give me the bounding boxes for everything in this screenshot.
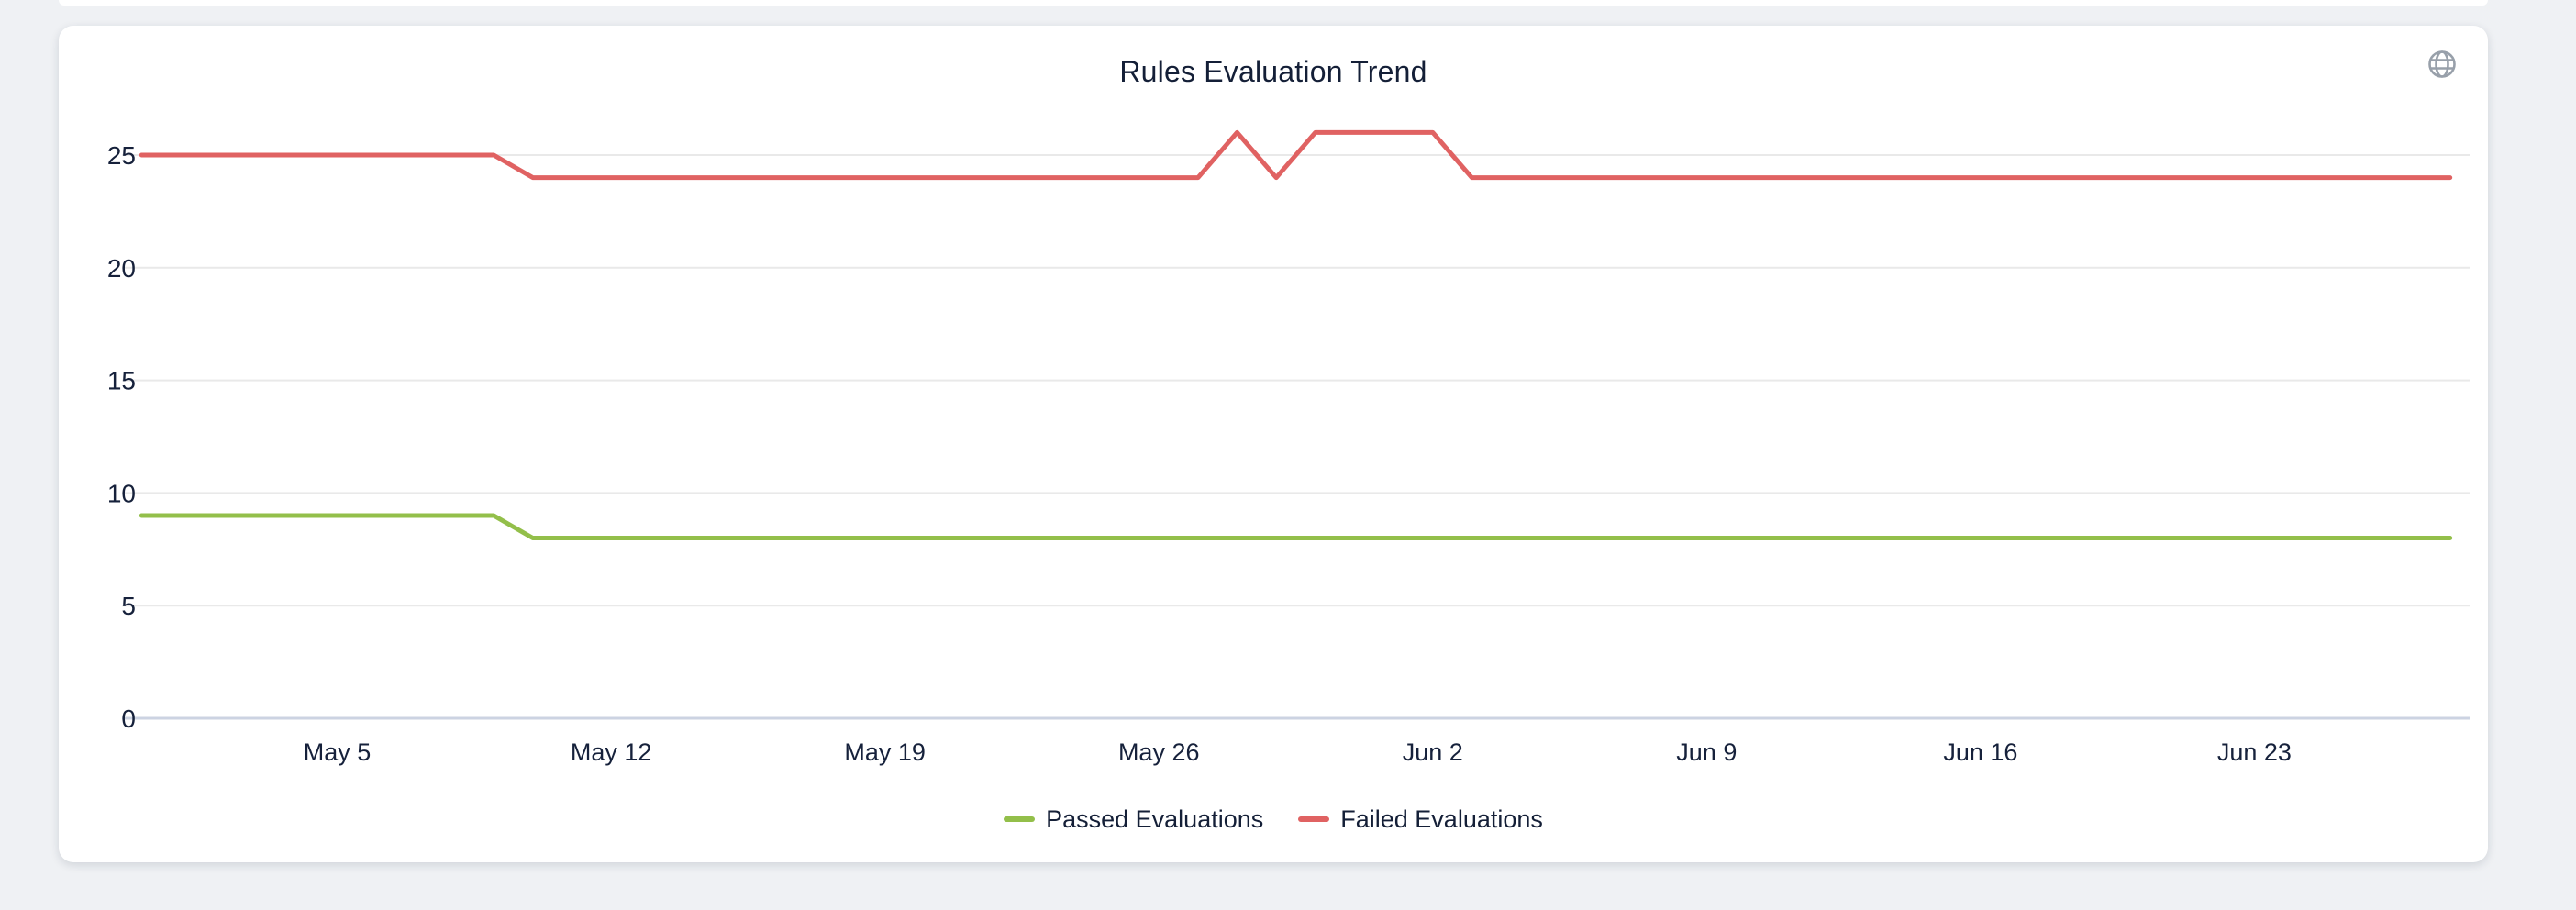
x-axis-label: May 19 <box>844 738 926 766</box>
y-axis-label: 10 <box>107 479 136 507</box>
legend-swatch-failed <box>1298 816 1330 822</box>
y-axis-label: 15 <box>107 367 136 395</box>
chart-title: Rules Evaluation Trend <box>1119 55 1427 88</box>
legend-label-passed: Passed Evaluations <box>1046 805 1264 833</box>
previous-card-edge <box>59 0 2488 6</box>
y-axis-label: 25 <box>107 141 136 170</box>
legend-item-passed-evaluations[interactable]: Passed Evaluations <box>1004 805 1263 834</box>
legend-label-failed: Failed Evaluations <box>1340 805 1543 833</box>
globe-icon[interactable] <box>2426 48 2459 81</box>
series-line-failed-evaluations[interactable] <box>139 129 2453 181</box>
x-axis-label: May 26 <box>1118 738 1200 766</box>
rules-evaluation-trend-card: Rules Evaluation Trend 0 5 10 15 20 25 May 5 Ma… <box>59 26 2488 862</box>
legend-item-failed-evaluations[interactable]: Failed Evaluations <box>1298 805 1543 834</box>
legend-swatch-passed <box>1004 816 1036 822</box>
y-axis-label: 0 <box>121 705 136 733</box>
y-axis-label: 20 <box>107 254 136 283</box>
x-axis-label: Jun 2 <box>1403 738 1463 766</box>
x-axis-label: Jun 9 <box>1676 738 1737 766</box>
chart-legend: Passed Evaluations Failed Evaluations <box>59 804 2488 835</box>
series-line-passed-evaluations[interactable] <box>139 513 2453 540</box>
y-axis-label: 5 <box>121 592 136 620</box>
x-axis-label: Jun 23 <box>2217 738 2292 766</box>
x-axis-label: May 5 <box>304 738 372 766</box>
x-axis-label: May 12 <box>571 738 652 766</box>
x-axis-label: Jun 16 <box>1943 738 2017 766</box>
trend-chart: 0 5 10 15 20 25 May 5 May 12 May 19 May 26 Jun 2 Ju… <box>107 129 2470 766</box>
